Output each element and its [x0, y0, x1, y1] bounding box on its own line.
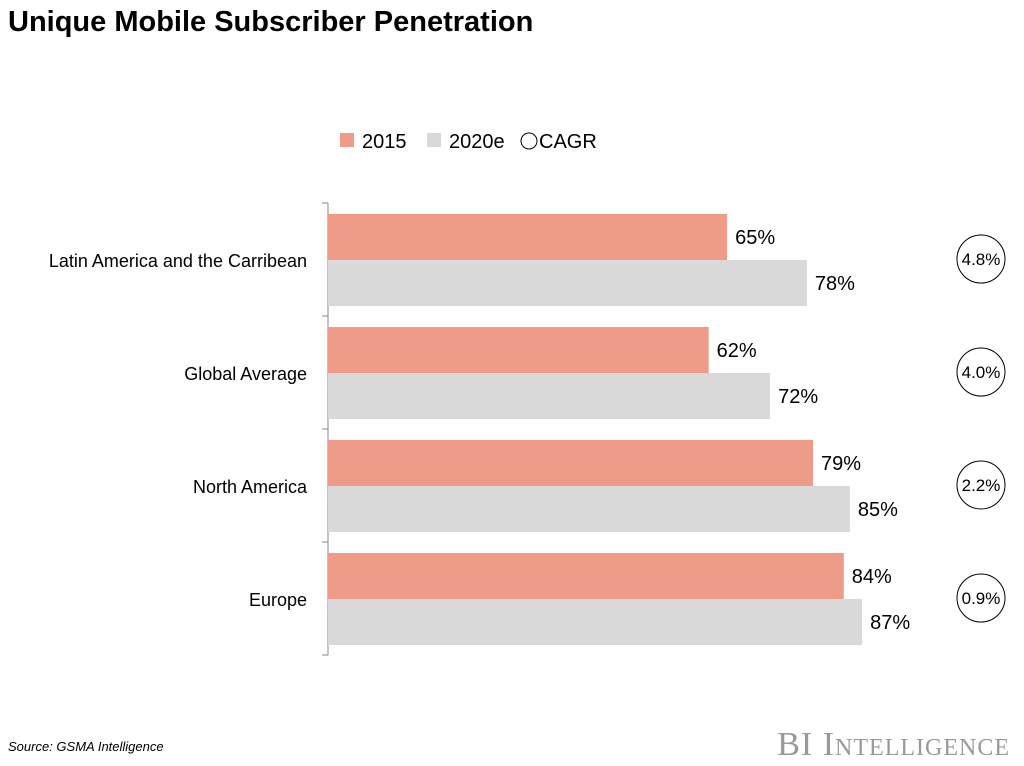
data-label-2015: 65%	[735, 227, 775, 249]
category-label: Europe	[249, 590, 307, 610]
data-label-2020e: 78%	[815, 273, 855, 295]
cagr-label: 4.0%	[962, 363, 1001, 382]
category-label: Global Average	[184, 364, 307, 384]
data-label-2020e: 87%	[870, 612, 910, 634]
cagr-circle	[956, 234, 1006, 284]
category-label: North America	[193, 477, 308, 497]
bar-2020e	[328, 599, 863, 645]
bar-2015	[328, 553, 844, 599]
bi-intelligence-logo: BI Intelligence	[777, 726, 1010, 763]
cagr-circle	[956, 347, 1006, 397]
cagr-label: 0.9%	[962, 589, 1001, 608]
bar-2015	[328, 440, 814, 486]
data-label-2020e: 72%	[778, 386, 818, 408]
bar-2020e	[328, 373, 771, 419]
source-note: Source: GSMA Intelligence	[8, 739, 164, 754]
legend-label-2020e: 2020e	[449, 131, 505, 153]
legend-circle-cagr	[520, 132, 538, 150]
legend-label-2015: 2015	[362, 131, 407, 153]
legend-label-cagr: CAGR	[539, 131, 597, 153]
cagr-label: 2.2%	[962, 476, 1001, 495]
bar-2020e	[328, 260, 807, 306]
bar-2015	[328, 327, 709, 373]
data-label-2015: 79%	[821, 453, 861, 475]
legend-swatch-2020e	[427, 133, 441, 147]
category-label: Latin America and the Carribean	[49, 251, 307, 271]
bar-2020e	[328, 486, 850, 532]
bar-2015	[328, 214, 728, 260]
data-label-2015: 84%	[852, 566, 892, 588]
chart-title: Unique Mobile Subscriber Penetration	[8, 6, 534, 38]
cagr-circle	[956, 460, 1006, 510]
data-label-2020e: 85%	[858, 499, 898, 521]
data-label-2015: 62%	[717, 340, 757, 362]
legend-swatch-2015	[340, 133, 354, 147]
cagr-label: 4.8%	[962, 250, 1001, 269]
cagr-circle	[956, 573, 1006, 623]
